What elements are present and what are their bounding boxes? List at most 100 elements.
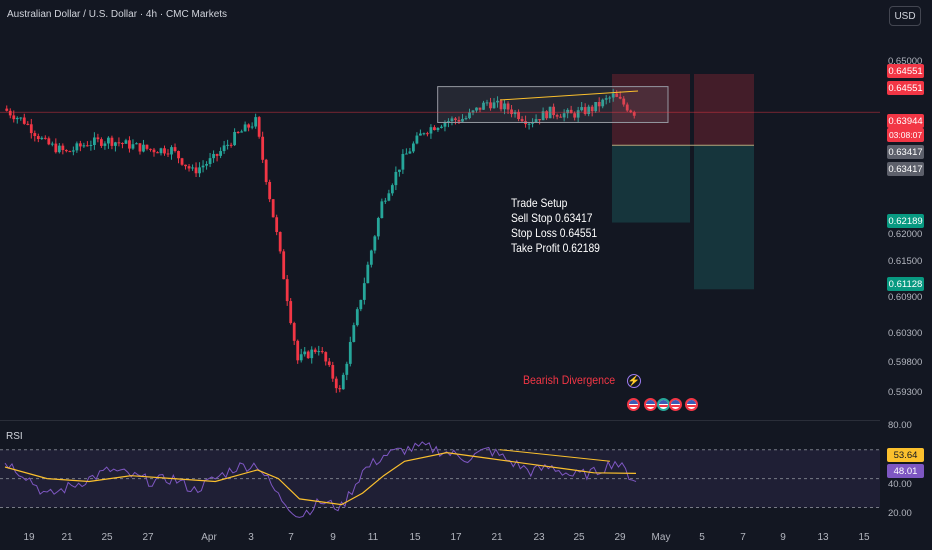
candle-body [282,251,286,280]
candle-body [100,139,103,146]
candle-body [352,325,356,342]
price-axis-label: 0.59800 [888,357,923,368]
candle-body [517,111,520,120]
candle-body [545,111,549,119]
candle-body [71,150,75,152]
time-axis-label: 7 [288,532,294,543]
time-axis-label: 5 [699,532,705,543]
bar-countdown-tag: 03:08:07 [887,128,924,142]
us-flag-event-icon[interactable] [627,398,640,411]
last-price-tag: 0.63944 [887,114,924,128]
candle-body [562,113,566,118]
candle-body [187,166,191,169]
candle-body [292,323,296,341]
candle-body [43,137,47,139]
candle-body [513,111,517,115]
candle-body [254,117,258,127]
candle-body [541,111,545,121]
trade-setup-line: Sell Stop 0.63417 [511,211,593,225]
candle-body [201,165,205,168]
candle-body [75,143,79,151]
candle-body [538,119,541,121]
time-axis-label: 21 [61,532,73,543]
candle-body [222,145,226,152]
candle-body [12,115,16,120]
candle-body [173,147,177,152]
candle-body [566,109,570,114]
candle-body [348,341,352,364]
us-flag-event-icon[interactable] [644,398,657,411]
candle-body [170,147,173,155]
price-axis-label: 0.65000 [888,56,923,67]
candle-body [461,118,464,122]
candle-body [163,148,166,154]
candle-body [8,110,12,116]
candle-body [457,119,461,122]
candle-body [50,143,54,145]
rsi-sma-value-tag: 53.64 [887,448,924,462]
candle-body [219,151,222,156]
candle-body [156,152,159,154]
time-axis-label: 25 [101,532,113,543]
candle-body [194,167,198,174]
candle-body [552,106,556,116]
candle-body [166,153,170,155]
candle-body [310,349,314,359]
candle-body [198,167,201,174]
candle-body [362,283,366,300]
candle-body [503,103,506,110]
candle-body [555,115,559,117]
entry-price-tag: 0.63417 [887,162,924,176]
candle-body [345,363,349,375]
candle-body [429,127,433,134]
candle-body [404,153,408,155]
currency-button[interactable]: USD [889,6,921,26]
candle-body [191,167,194,169]
candle-body [36,136,40,140]
candle-body [5,108,9,111]
rsi-line [4,441,637,518]
entry-price-tag: 0.63417 [887,145,924,159]
time-axis-label: 21 [491,532,503,543]
candle-body [604,98,608,100]
time-axis-label: 7 [740,532,746,543]
candle-body [373,236,377,251]
candle-body [383,200,387,202]
candle-body [250,126,254,128]
chart-title: Australian Dollar / U.S. Dollar · 4h · C… [7,9,228,20]
candle-body [47,138,51,145]
us-flag-event-icon[interactable] [669,398,682,411]
take-profit-zone [694,145,754,290]
candle-body [468,112,471,119]
candle-body [597,102,601,107]
candle-body [594,102,598,112]
candle-body [243,124,247,132]
candle-body [159,148,163,154]
candle-body [278,232,282,252]
candle-body [534,119,538,123]
candle-body [408,151,412,154]
time-axis-label: 9 [330,532,336,543]
candle-body [306,351,310,359]
candle-body [61,145,65,151]
candle-body [128,140,131,149]
candle-body [629,110,633,113]
us-flag-event-icon[interactable] [685,398,698,411]
trade-setup-line: Stop Loss 0.64551 [511,226,598,240]
time-axis-label: 25 [573,532,585,543]
chart-overlays [0,86,880,123]
candle-body [327,361,331,366]
rsi-axis-label: 20.00 [888,508,912,519]
lightning-icon[interactable]: ⚡ [627,374,641,388]
time-axis-label: 13 [817,532,829,543]
candle-body [261,136,265,160]
candle-body [485,102,489,104]
candle-body [499,100,503,110]
candle-body [618,96,622,99]
price-axis-label: 0.59300 [888,387,923,398]
candle-body [19,117,23,119]
candle-body [33,133,37,137]
rsi-sma-line [4,451,637,506]
candle-body [82,145,86,147]
